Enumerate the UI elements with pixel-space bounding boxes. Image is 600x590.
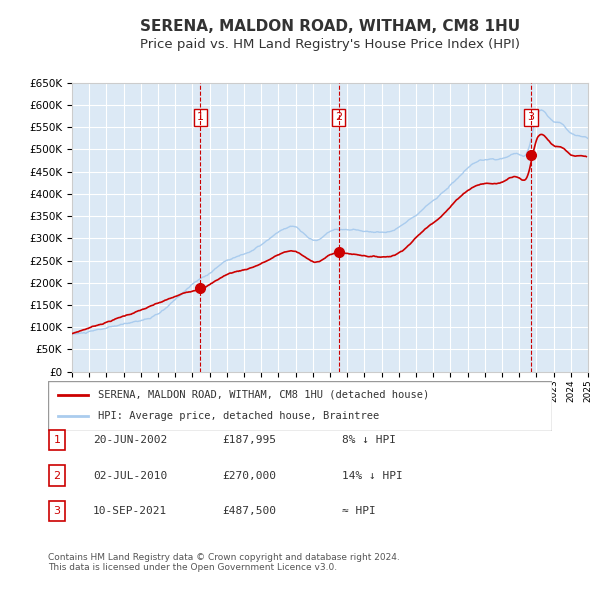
Text: Price paid vs. HM Land Registry's House Price Index (HPI): Price paid vs. HM Land Registry's House … bbox=[140, 38, 520, 51]
Text: 1: 1 bbox=[53, 435, 61, 445]
Text: £187,995: £187,995 bbox=[222, 435, 276, 445]
Text: 14% ↓ HPI: 14% ↓ HPI bbox=[342, 471, 403, 480]
Text: 3: 3 bbox=[53, 506, 61, 516]
Text: SERENA, MALDON ROAD, WITHAM, CM8 1HU: SERENA, MALDON ROAD, WITHAM, CM8 1HU bbox=[140, 19, 520, 34]
Text: 8% ↓ HPI: 8% ↓ HPI bbox=[342, 435, 396, 445]
Text: 1: 1 bbox=[197, 112, 204, 122]
Text: 2: 2 bbox=[335, 112, 342, 122]
Text: Contains HM Land Registry data © Crown copyright and database right 2024.
This d: Contains HM Land Registry data © Crown c… bbox=[48, 553, 400, 572]
FancyBboxPatch shape bbox=[48, 381, 552, 431]
Text: 2: 2 bbox=[53, 471, 61, 480]
Text: £487,500: £487,500 bbox=[222, 506, 276, 516]
FancyBboxPatch shape bbox=[49, 430, 65, 450]
Text: 20-JUN-2002: 20-JUN-2002 bbox=[93, 435, 167, 445]
Text: 3: 3 bbox=[527, 112, 535, 122]
Text: 10-SEP-2021: 10-SEP-2021 bbox=[93, 506, 167, 516]
Text: £270,000: £270,000 bbox=[222, 471, 276, 480]
Text: 02-JUL-2010: 02-JUL-2010 bbox=[93, 471, 167, 480]
FancyBboxPatch shape bbox=[49, 466, 65, 486]
Text: HPI: Average price, detached house, Braintree: HPI: Average price, detached house, Brai… bbox=[98, 411, 380, 421]
Text: ≈ HPI: ≈ HPI bbox=[342, 506, 376, 516]
Text: SERENA, MALDON ROAD, WITHAM, CM8 1HU (detached house): SERENA, MALDON ROAD, WITHAM, CM8 1HU (de… bbox=[98, 389, 430, 399]
FancyBboxPatch shape bbox=[49, 501, 65, 521]
